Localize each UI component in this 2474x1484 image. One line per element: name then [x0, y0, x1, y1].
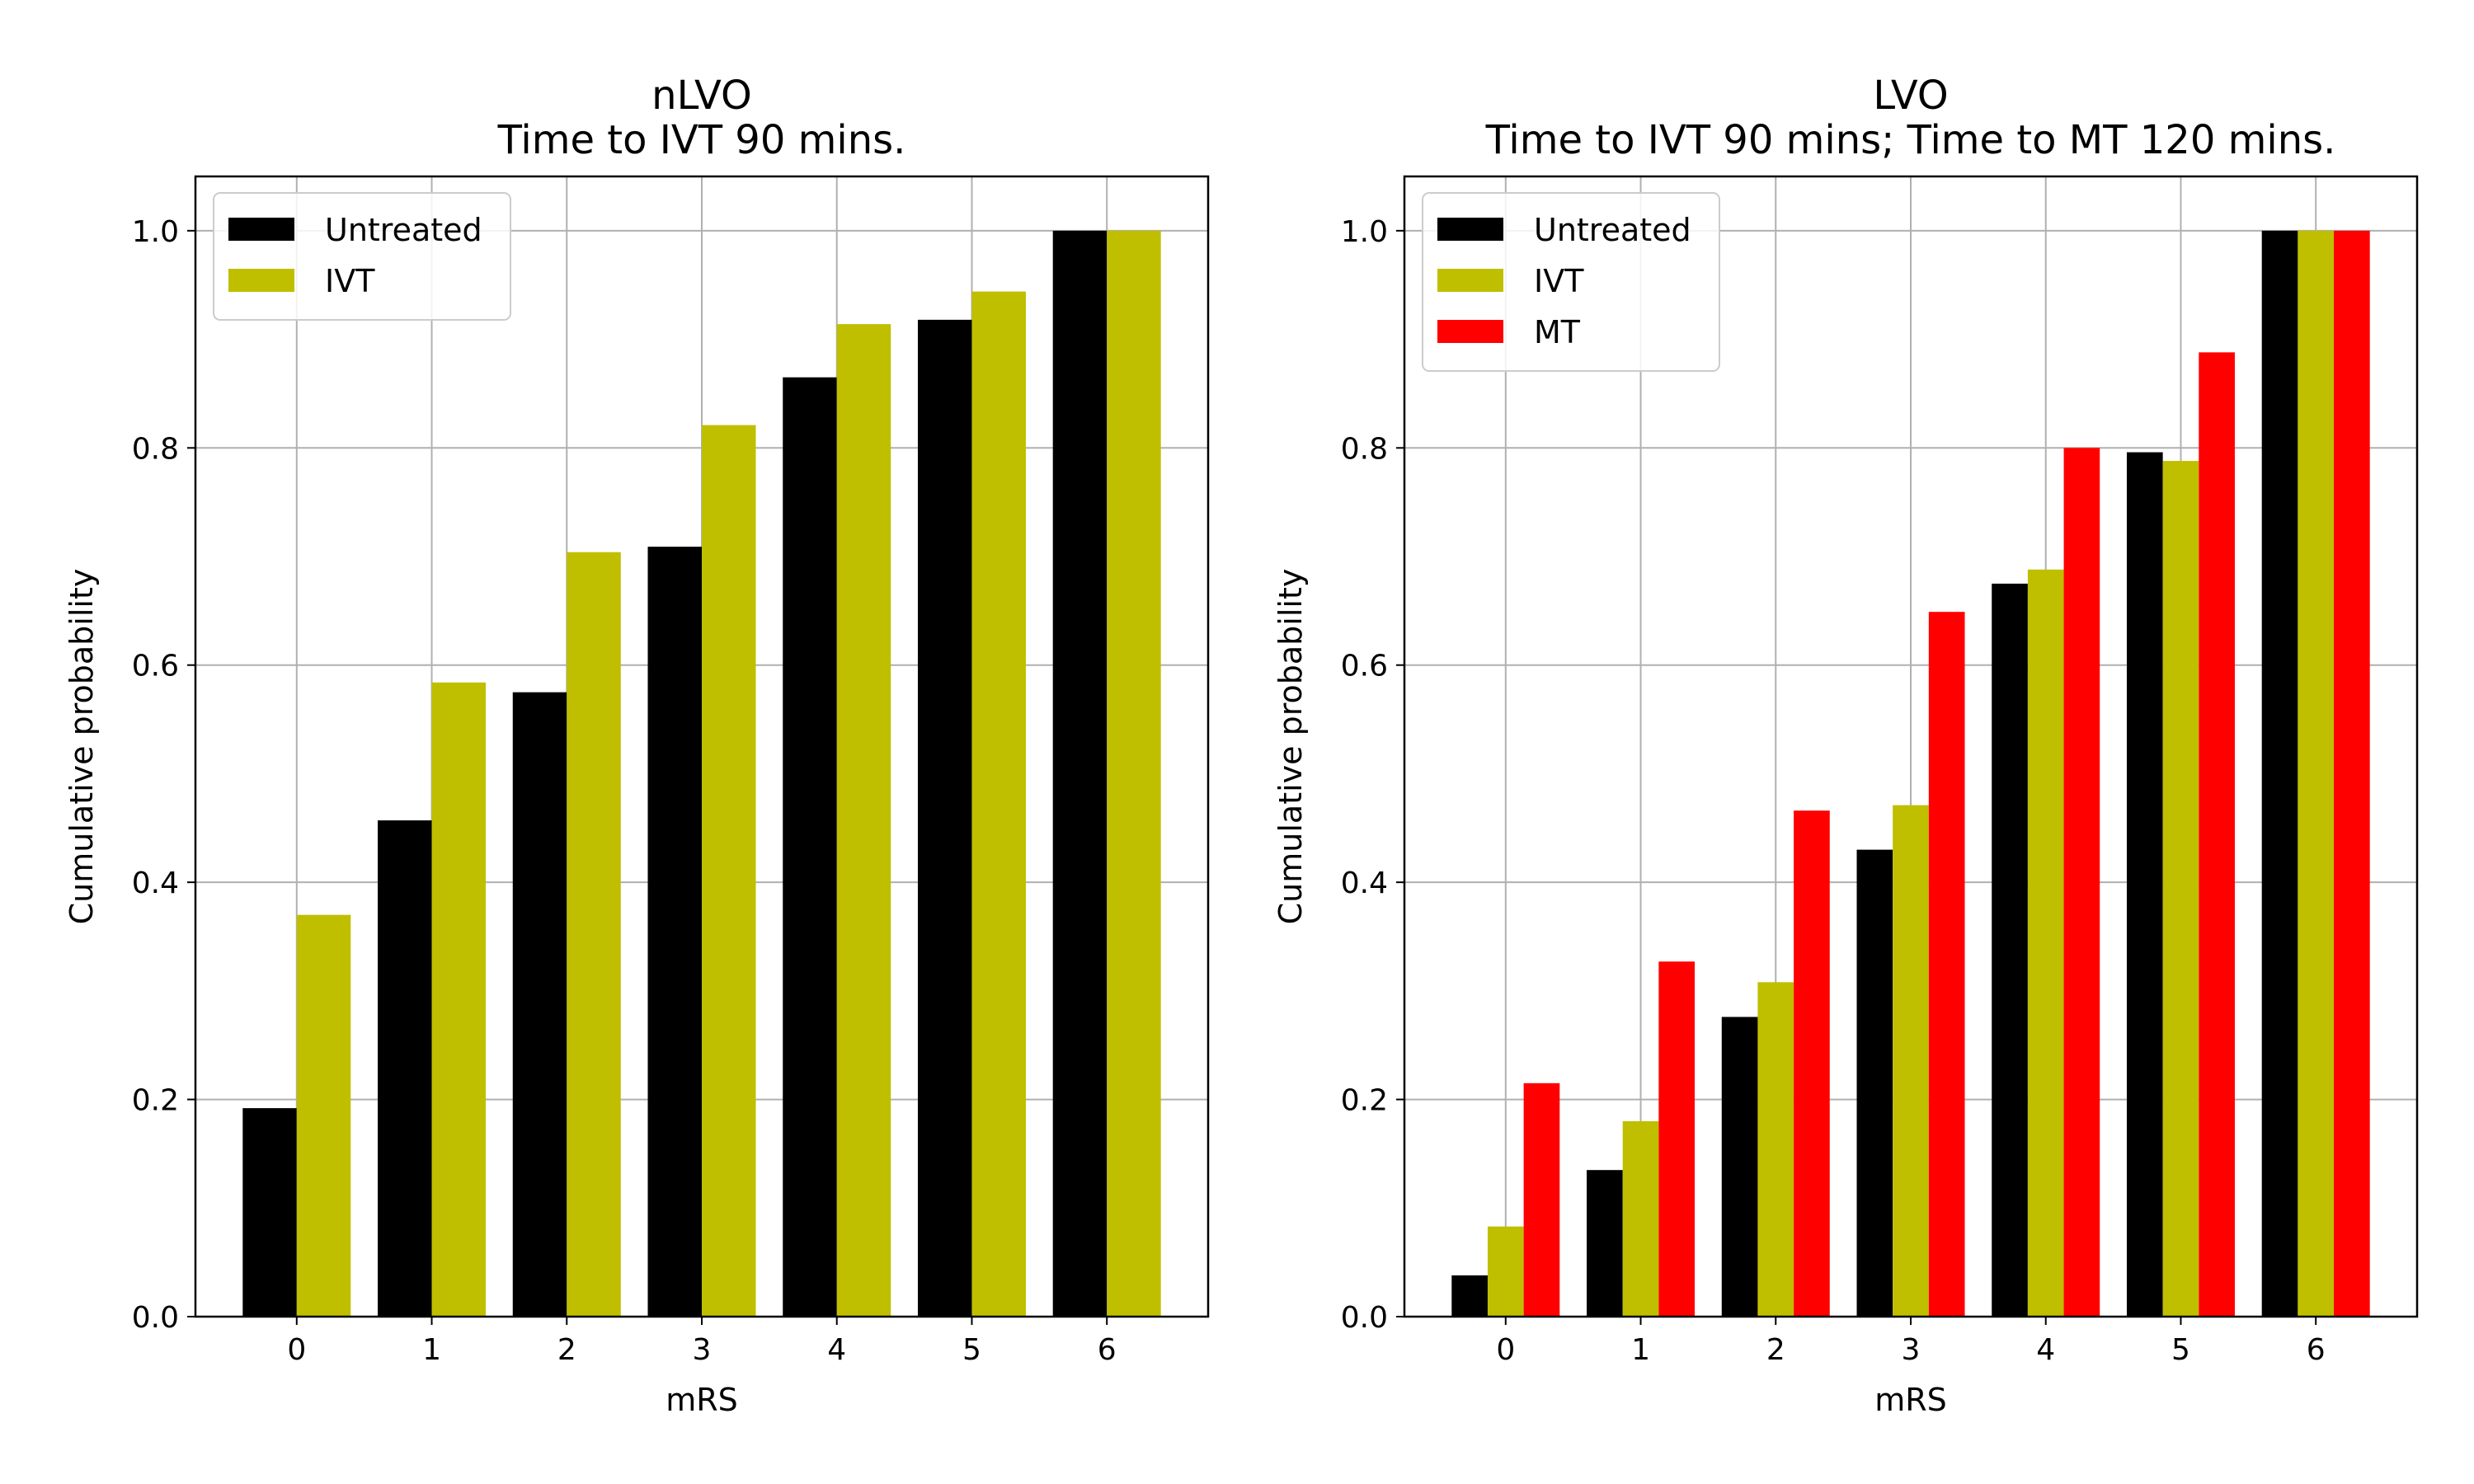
bar-ivt-mrs-3 [1893, 805, 1929, 1317]
chart-subtitle: Time to IVT 90 mins. [497, 117, 906, 163]
x-tick-label: 2 [557, 1333, 576, 1367]
y-tick-label: 0.4 [132, 866, 179, 900]
bar-untreated-mrs-5 [2126, 452, 2163, 1317]
bar-mt-mrs-3 [1928, 612, 1965, 1317]
bar-untreated-mrs-6 [1052, 230, 1108, 1317]
y-tick-label: 0.0 [132, 1301, 179, 1335]
legend-swatch-ivt [1437, 269, 1503, 292]
bar-untreated-mrs-2 [512, 692, 567, 1317]
chart-title: nLVO [651, 73, 752, 119]
bar-untreated-mrs-0 [1451, 1275, 1488, 1317]
legend-swatch-ivt [228, 269, 294, 292]
legend-label: MT [1534, 314, 1581, 350]
y-tick-label: 0.6 [132, 650, 179, 683]
bar-mt-mrs-0 [1523, 1082, 1560, 1317]
bar-ivt-mrs-5 [971, 291, 1026, 1317]
legend-swatch-untreated [228, 218, 294, 241]
bar-ivt-mrs-4 [836, 324, 891, 1317]
bar-mt-mrs-1 [1658, 961, 1696, 1317]
bar-untreated-mrs-6 [2261, 230, 2298, 1317]
legend-label: IVT [325, 263, 375, 299]
bar-ivt-mrs-0 [296, 914, 351, 1317]
bar-ivt-mrs-4 [2027, 569, 2064, 1317]
y-tick-label: 0.8 [132, 432, 179, 466]
bar-ivt-mrs-3 [702, 425, 756, 1317]
bar-ivt-mrs-6 [2298, 230, 2335, 1317]
x-tick-label: 1 [422, 1333, 441, 1367]
bar-untreated-mrs-3 [1856, 849, 1893, 1317]
bar-untreated-mrs-3 [647, 547, 702, 1317]
bar-ivt-mrs-1 [431, 682, 487, 1317]
legend-swatch-mt [1437, 320, 1503, 343]
legend: Untreated IVT [213, 192, 511, 321]
legend-label: Untreated [325, 212, 482, 248]
x-axis-label: mRS [666, 1382, 738, 1418]
bar-untreated-mrs-2 [1721, 1017, 1758, 1317]
y-tick-label: 0.2 [132, 1084, 179, 1118]
chart-title: LVO [1873, 73, 1948, 119]
bar-mt-mrs-4 [2063, 448, 2100, 1317]
y-axis-label: Cumulative probability [63, 569, 100, 925]
y-tick-label: 0.6 [1341, 650, 1388, 683]
bar-mt-mrs-5 [2199, 352, 2235, 1317]
x-tick-label: 4 [827, 1333, 846, 1367]
bar-mt-mrs-6 [2334, 230, 2370, 1317]
x-tick-label: 5 [962, 1333, 981, 1367]
bar-ivt-mrs-2 [1757, 982, 1794, 1317]
bar-untreated-mrs-5 [917, 319, 972, 1317]
x-axis-label: mRS [1874, 1382, 1947, 1418]
y-tick-label: 1.0 [1341, 215, 1388, 249]
y-axis-label: Cumulative probability [1272, 569, 1309, 925]
bar-untreated-mrs-1 [378, 820, 432, 1317]
bar-untreated-mrs-1 [1587, 1170, 1623, 1317]
chart-subtitle: Time to IVT 90 mins; Time to MT 120 mins… [1485, 117, 2336, 163]
bar-untreated-mrs-4 [783, 377, 837, 1317]
x-tick-label: 4 [2036, 1333, 2055, 1367]
y-tick-label: 0.2 [1341, 1084, 1388, 1118]
x-tick-label: 3 [1902, 1333, 1921, 1367]
x-tick-label: 2 [1766, 1333, 1785, 1367]
legend-label: IVT [1534, 263, 1584, 299]
legend-swatch-untreated [1437, 218, 1503, 241]
x-tick-label: 0 [1496, 1333, 1515, 1367]
x-tick-label: 5 [2171, 1333, 2190, 1367]
y-tick-label: 0.0 [1341, 1301, 1388, 1335]
y-tick-label: 1.0 [132, 215, 179, 249]
x-tick-label: 6 [1098, 1333, 1117, 1367]
legend: Untreated IVT MT [1422, 192, 1720, 372]
bar-ivt-mrs-0 [1487, 1226, 1524, 1317]
x-tick-label: 0 [287, 1333, 306, 1367]
bar-untreated-mrs-0 [242, 1108, 297, 1317]
x-tick-label: 1 [1631, 1333, 1650, 1367]
x-tick-label: 6 [2307, 1333, 2326, 1367]
bar-mt-mrs-2 [1794, 810, 1830, 1317]
bar-ivt-mrs-5 [2162, 461, 2199, 1317]
y-tick-label: 0.8 [1341, 432, 1388, 466]
bar-ivt-mrs-1 [1622, 1120, 1659, 1317]
bars [1451, 230, 2370, 1317]
y-tick-label: 0.4 [1341, 866, 1388, 900]
x-tick-label: 3 [693, 1333, 712, 1367]
bars [242, 230, 1161, 1317]
legend-label: Untreated [1534, 212, 1691, 248]
bar-untreated-mrs-4 [1992, 583, 2028, 1317]
bar-ivt-mrs-6 [1107, 230, 1161, 1317]
bar-ivt-mrs-2 [567, 552, 621, 1317]
